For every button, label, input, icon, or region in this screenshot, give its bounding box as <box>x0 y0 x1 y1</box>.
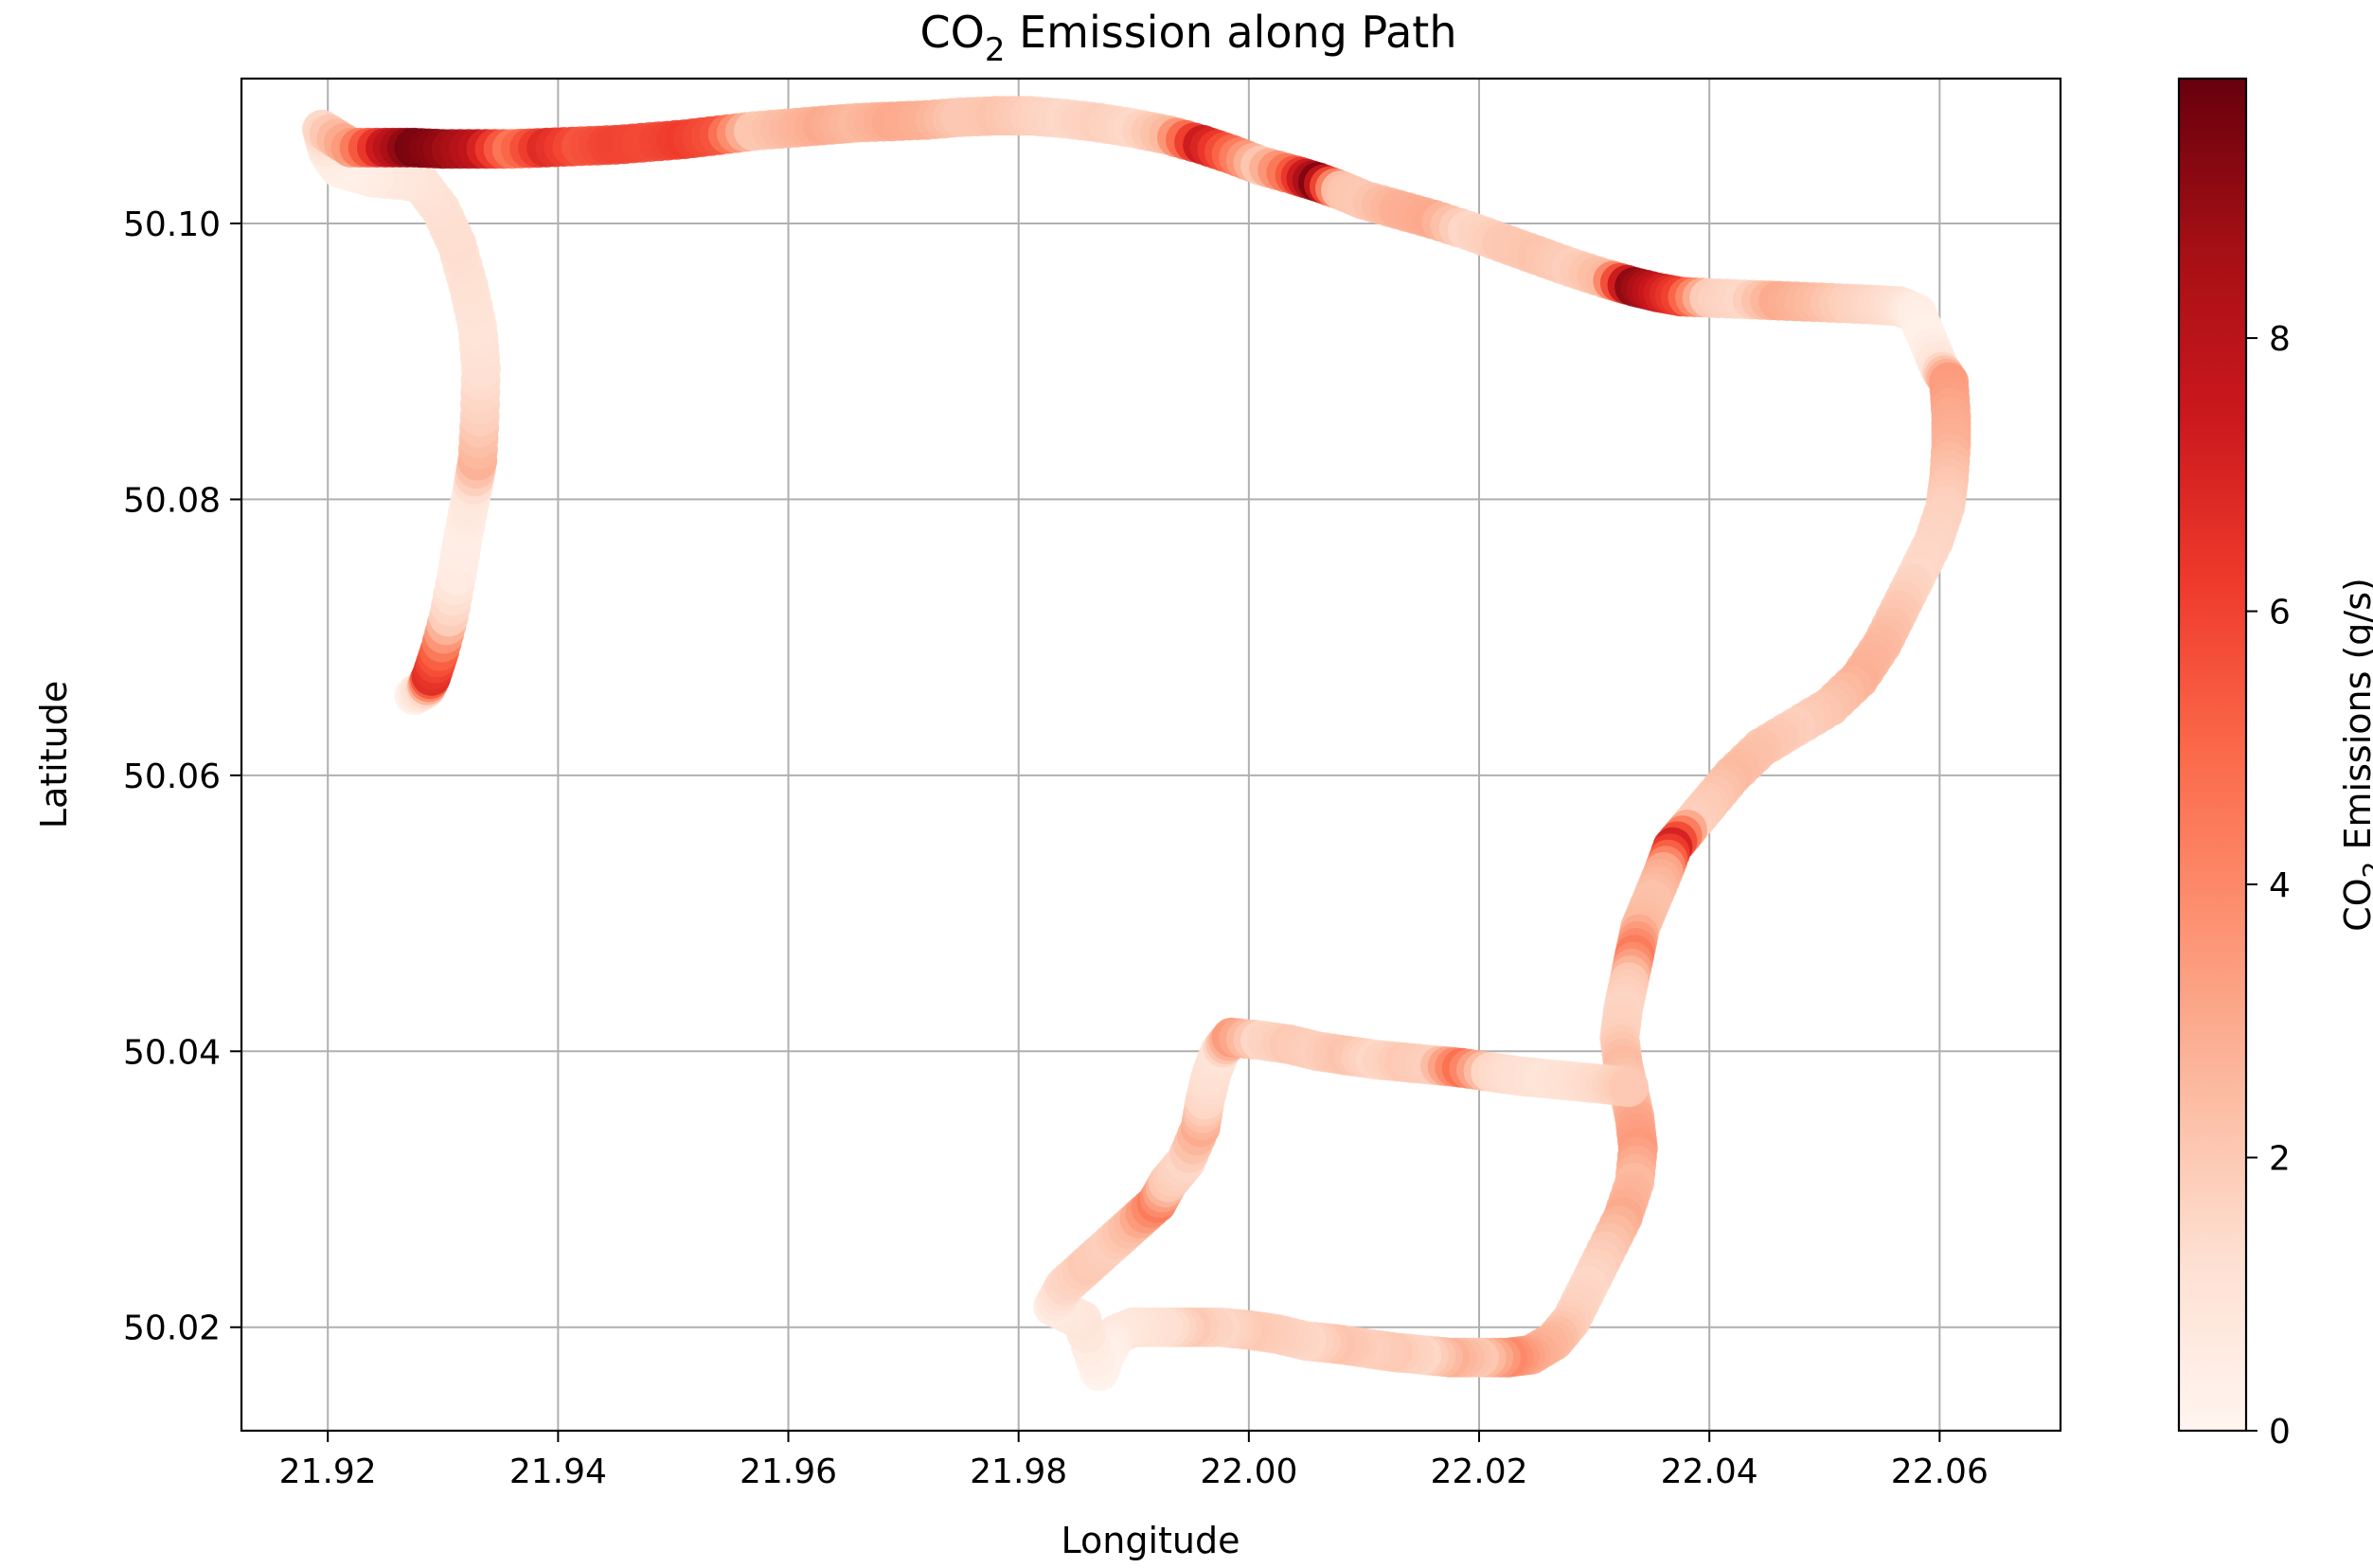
x-tick-label: 22.00 <box>1200 1452 1297 1491</box>
colorbar <box>2177 77 2248 1433</box>
colorbar-tick-label: 2 <box>2269 1140 2291 1179</box>
y-tick-label: 50.08 <box>123 481 221 520</box>
y-tick-label: 50.02 <box>123 1310 221 1348</box>
colorbar-tick-label: 8 <box>2269 320 2291 359</box>
x-tick-label: 22.04 <box>1661 1452 1758 1491</box>
x-axis-ticks: 21.92 21.94 21.96 21.98 22.00 22.02 22.04 22.06 <box>279 1431 1989 1491</box>
colorbar-tick-label: 0 <box>2269 1413 2291 1452</box>
colorbar-tick-label: 4 <box>2269 866 2291 905</box>
scatter-points <box>302 96 1972 1392</box>
x-tick-label: 21.94 <box>509 1452 607 1491</box>
colorbar-label: CO2 Emissions (g/s) <box>2337 578 2373 932</box>
plot-frame <box>240 77 2062 1433</box>
colorbar-tick-label: 6 <box>2269 594 2291 633</box>
y-tick-label: 50.04 <box>123 1033 221 1072</box>
colorbar-ticks: 0 2 4 6 8 <box>2246 320 2291 1452</box>
x-tick-label: 21.92 <box>279 1452 377 1491</box>
x-tick-label: 22.02 <box>1430 1452 1527 1491</box>
x-tick-label: 21.96 <box>740 1452 837 1491</box>
x-tick-label: 21.98 <box>970 1452 1067 1491</box>
scatter-point <box>1609 1067 1650 1108</box>
x-tick-label: 22.06 <box>1891 1452 1989 1491</box>
y-tick-label: 50.10 <box>123 205 221 244</box>
y-tick-label: 50.06 <box>123 757 221 796</box>
chart-title: CO2 Emission along Path <box>919 7 1456 69</box>
x-axis-label: Longitude <box>1062 1520 1240 1561</box>
y-axis-label: Latitude <box>33 681 75 829</box>
y-axis-ticks: 50.02 50.04 50.06 50.08 50.10 <box>123 205 241 1348</box>
